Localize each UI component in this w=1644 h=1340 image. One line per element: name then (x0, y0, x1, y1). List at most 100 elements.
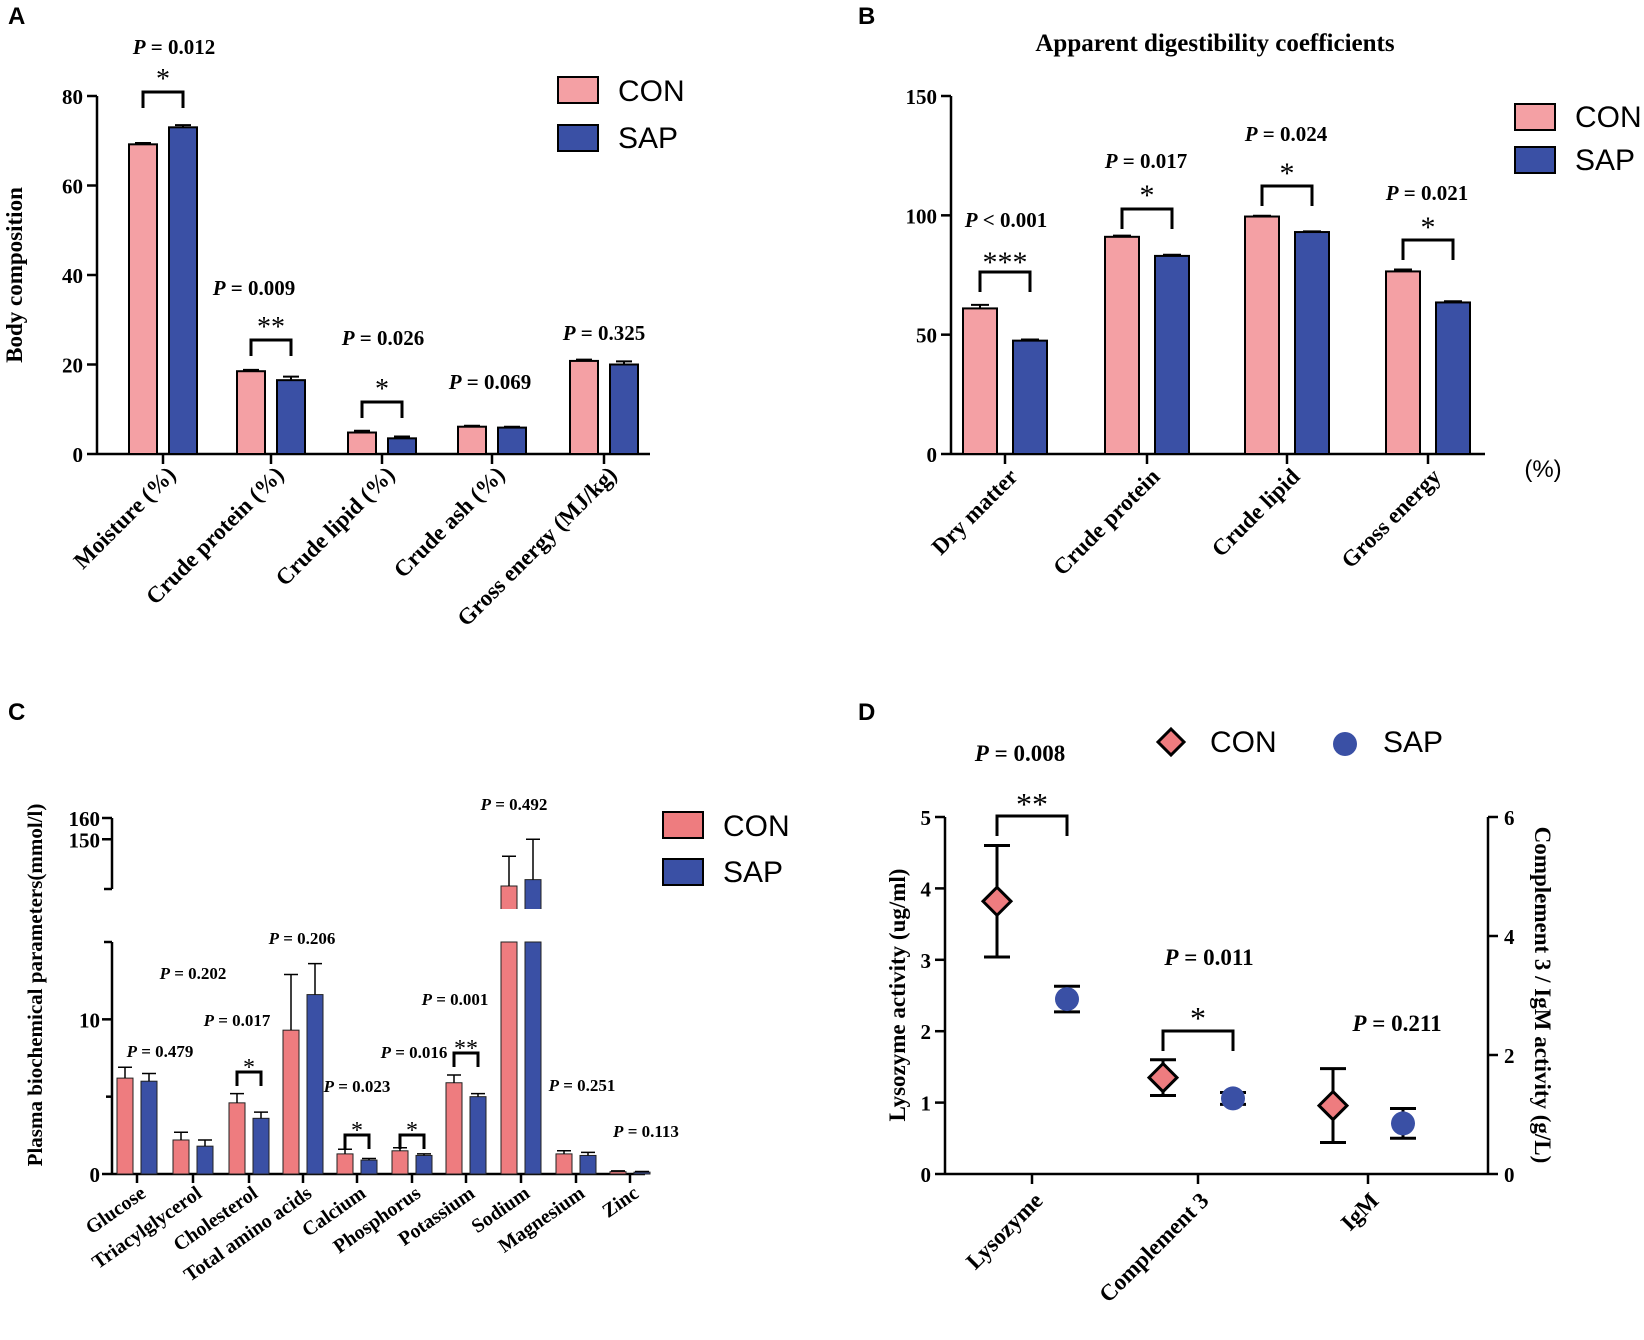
x-tick-label: IgM (1336, 1188, 1384, 1236)
error-bar (526, 838, 540, 880)
significance-bracket (398, 1133, 426, 1149)
bar-con (391, 1150, 409, 1175)
bar-con (282, 1029, 300, 1175)
data-point-sap (1221, 1086, 1245, 1111)
bar-sap (306, 994, 324, 1175)
data-point-con (980, 885, 1014, 918)
p-value-label: P = 0.026 (341, 326, 425, 350)
p-value-label: P = 0.017 (1104, 149, 1188, 173)
bar-con (457, 425, 487, 456)
y-tick-label-right: 4 (1504, 925, 1515, 949)
bar-sap (497, 426, 527, 456)
y-tick-label: 40 (62, 264, 83, 288)
error-bar (635, 1170, 649, 1173)
bar-sap (1294, 231, 1330, 455)
significance-bracket (1161, 1029, 1235, 1051)
error-bar (174, 1131, 188, 1140)
chart-title: Apparent digestibility coefficients (1035, 30, 1394, 57)
significance-bracket (978, 270, 1032, 292)
x-tick-label: Crude lipid (%) (271, 462, 400, 591)
p-value-label: P = 0.113 (612, 1122, 679, 1141)
error-bar (471, 1092, 485, 1097)
bar-sap (387, 437, 417, 455)
bar-sap (168, 126, 198, 455)
legend-marker-con (1155, 726, 1187, 758)
significance-stars: ** (1016, 786, 1048, 822)
y-tick-label: 0 (73, 443, 84, 467)
legend-label-con: CON (723, 810, 790, 843)
error-bar (1394, 268, 1412, 272)
significance-stars: *** (983, 246, 1028, 279)
x-tick-label: Moisture (%) (69, 462, 181, 574)
error-bar (417, 1153, 431, 1156)
x-tick-label: Crude ash (%) (389, 462, 510, 583)
error-bar (1253, 214, 1271, 217)
data-point-sap (1055, 987, 1079, 1012)
data-point-con (1146, 1061, 1180, 1094)
error-bar (243, 368, 259, 372)
panel-letter-a: A (8, 3, 25, 30)
significance-stars: * (375, 374, 389, 405)
significance-bracket (1401, 238, 1455, 260)
legend-swatch-sap (1514, 146, 1556, 174)
x-tick-label: Lysozyme (961, 1188, 1047, 1274)
y-tick-label: 10 (79, 1008, 100, 1032)
significance-bracket (343, 1133, 371, 1149)
y-tick-label: 100 (906, 204, 938, 228)
error-bar (230, 1092, 244, 1103)
error-bar (254, 1111, 268, 1119)
y-tick-label-left: 4 (921, 877, 932, 901)
y-axis-title: Body composition (2, 187, 27, 363)
y-tick-label-right: 6 (1504, 806, 1515, 830)
y-tick-label-left: 3 (921, 949, 932, 973)
p-value-label: P < 0.001 (964, 208, 1048, 232)
bar-con (445, 1082, 463, 1175)
bar-sap (609, 363, 639, 455)
y-tick-label: 60 (62, 175, 83, 199)
legend-label-con: CON (1210, 726, 1277, 759)
bar-sap (633, 1171, 651, 1175)
y-tick-label-right: 0 (1504, 1163, 1515, 1187)
legend-swatch-con (1514, 103, 1556, 131)
significance-bracket (235, 1070, 263, 1086)
panel-letter-d: D (858, 699, 875, 726)
x-tick-label: Gross energy (1336, 464, 1445, 573)
p-value-label: P = 0.001 (421, 990, 489, 1009)
legend-swatch-sap (557, 124, 599, 152)
significance-bracket (1260, 184, 1314, 206)
y-tick-label: 150 (906, 85, 938, 109)
y-tick-label-left: 5 (921, 806, 932, 830)
bar-sap (276, 379, 306, 456)
error-bar (118, 1066, 132, 1079)
p-value-label: P = 0.021 (1385, 181, 1469, 205)
legend-label-sap: SAP (1383, 726, 1443, 759)
significance-bracket (1120, 207, 1174, 229)
bar-sap (469, 1096, 487, 1175)
bar-sap (140, 1080, 158, 1175)
y-axis-title: Plasma biochemical parameters(mmol/l) (23, 804, 47, 1167)
bar-con-upper (500, 885, 518, 911)
bar-sap (196, 1145, 214, 1175)
error-bar (557, 1150, 571, 1154)
legend-label-sap: SAP (618, 122, 678, 155)
error-bar (576, 358, 592, 361)
significance-stars: ** (257, 312, 285, 343)
error-bar (1444, 300, 1462, 303)
panel-b-chart: Apparent digestibility coefficients 0 50 10… (906, 30, 1642, 580)
error-bar (142, 1072, 156, 1082)
y-tick-label-left: 2 (921, 1020, 932, 1044)
p-value-label: P = 0.017 (203, 1011, 271, 1030)
bar-sap (1154, 254, 1190, 455)
significance-bracket (141, 90, 185, 108)
error-bar (504, 425, 520, 428)
bar-con (1385, 270, 1421, 456)
error-bar (581, 1151, 595, 1156)
y-axis-title-left: Lysozyme activity (ug/ml) (885, 869, 910, 1122)
panel-d-chart: 0 1 2 3 4 5 0 2 4 6 Lysozyme activity (ug/ml) Compl… (885, 726, 1555, 1307)
significance-bracket (249, 338, 293, 356)
error-bar (354, 429, 370, 433)
significance-bracket (452, 1051, 480, 1067)
error-bar (1021, 338, 1039, 341)
